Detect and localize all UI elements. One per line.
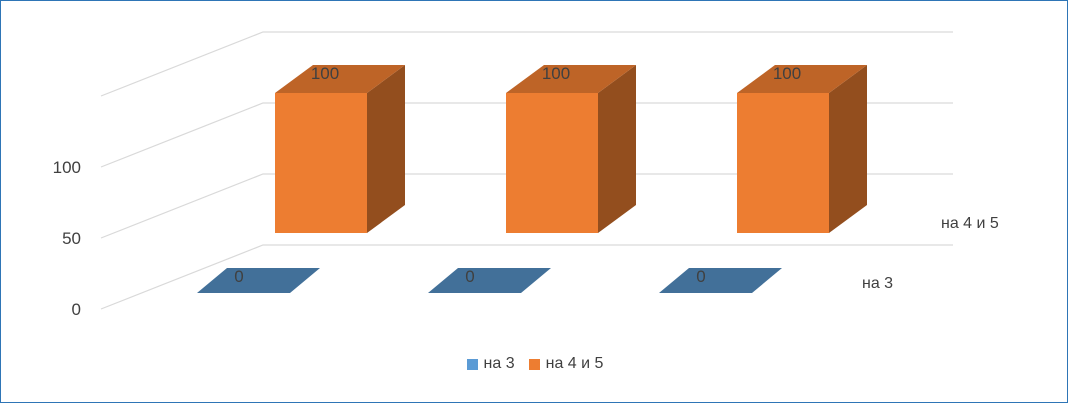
- data-label-s1-c2: 0: [465, 267, 474, 286]
- bar-s1-c3-flat: [659, 268, 782, 293]
- bar-s2-c1-top: [275, 65, 405, 93]
- legend-label-series-2: на 4 и 5: [545, 355, 604, 372]
- bar-s2-c2-front: [506, 93, 598, 233]
- bar-s2-c2-side: [598, 65, 636, 233]
- series-axis-label-2: на 4 и 5: [941, 215, 999, 232]
- y-tick-label: 100: [53, 158, 81, 177]
- bar-s2-c2-top: [506, 65, 636, 93]
- data-label-s2-c1: 100: [311, 64, 339, 83]
- bar-s2-c3-top: [737, 65, 867, 93]
- bar-s2-c3-side: [829, 65, 867, 233]
- legend: на 3 на 4 и 5: [1, 355, 1068, 373]
- legend-swatch-series-2: [528, 358, 540, 370]
- legend-label-series-1: на 3: [483, 355, 515, 372]
- bar-s2-c1-front: [275, 93, 367, 233]
- gridline-2: [100, 102, 953, 168]
- data-label-s1-c1: 0: [234, 267, 243, 286]
- legend-item-series-2: на 4 и 5: [528, 355, 604, 373]
- bar-s2-c3-front: [737, 93, 829, 233]
- data-label-s2-c3: 100: [773, 64, 801, 83]
- gridline-0: [100, 244, 953, 310]
- bar-s1-c2-flat: [428, 268, 551, 293]
- y-tick-label: 0: [72, 300, 81, 319]
- legend-item-series-1: на 3: [466, 355, 515, 373]
- legend-swatch-series-1: [466, 358, 478, 370]
- data-label-s1-c3: 0: [696, 267, 705, 286]
- series-axis-label-1: на 3: [862, 275, 893, 292]
- bar-s1-c1-flat: [197, 268, 320, 293]
- y-tick-label: 50: [62, 229, 81, 248]
- gridline-1: [100, 173, 953, 239]
- gridline-3: [100, 31, 953, 97]
- bar-s2-c1-side: [367, 65, 405, 233]
- data-label-s2-c2: 100: [542, 64, 570, 83]
